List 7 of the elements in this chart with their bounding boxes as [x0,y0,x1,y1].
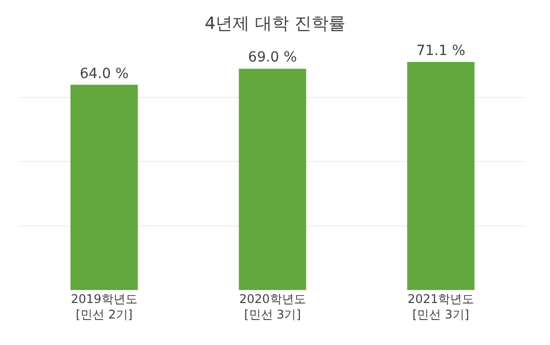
data-label: 71.1 % [416,43,466,59]
data-label: 64.0 % [80,66,129,82]
x-tick-label: 2020학년도 [민선 3기] [239,292,306,322]
chart-title: 4년제 대학 진학률 [204,14,346,34]
data-label: 69.0 % [248,50,297,66]
x-tick-label: 2019학년도 [민선 2기] [70,292,138,322]
x-tick-label: 2021학년도 [민선 3기] [408,292,474,322]
